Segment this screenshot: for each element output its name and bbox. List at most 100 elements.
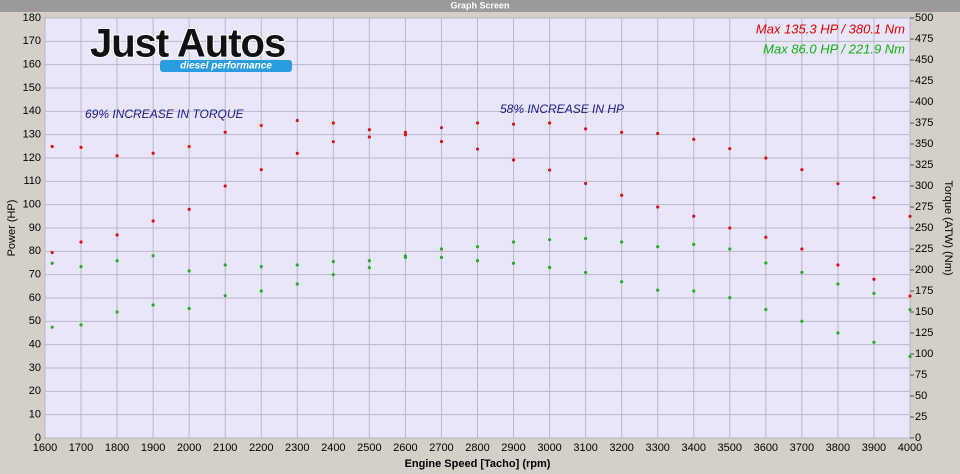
y2-tick-label: 225	[915, 243, 933, 255]
point	[836, 282, 840, 286]
y2-tick-label: 25	[915, 411, 927, 423]
point	[151, 151, 155, 155]
point	[908, 354, 912, 359]
point	[547, 121, 552, 125]
point	[331, 273, 335, 277]
point	[764, 307, 768, 312]
y-tick-label: 130	[23, 129, 41, 141]
point	[872, 291, 876, 295]
x-tick-label: 3900	[862, 442, 886, 454]
y-tick-label: 0	[35, 432, 41, 444]
point	[331, 121, 335, 125]
x-tick-label: 2700	[429, 442, 453, 454]
point	[547, 265, 552, 270]
point	[79, 145, 83, 149]
point	[295, 151, 299, 155]
point	[187, 269, 191, 273]
y-tick-label: 160	[23, 59, 41, 71]
point	[187, 306, 191, 311]
logo-title: Just Autos	[90, 22, 285, 66]
y-tick-label: 170	[23, 35, 41, 47]
point	[331, 140, 335, 144]
point	[403, 133, 408, 137]
y2-tick-label: 350	[915, 138, 933, 150]
point	[764, 261, 768, 265]
x-tick-label: 3100	[573, 442, 597, 454]
point	[50, 250, 54, 255]
point	[259, 289, 263, 293]
x-tick-label: 2300	[285, 442, 309, 454]
annotation: Max 86.0 HP / 221.9 Nm	[763, 41, 905, 56]
point	[511, 122, 516, 126]
point	[295, 263, 299, 267]
y2-tick-label: 500	[915, 12, 933, 24]
y2-tick-label: 100	[915, 348, 933, 360]
point	[259, 168, 263, 172]
title-bar	[0, 0, 960, 12]
x-tick-label: 2200	[249, 442, 273, 454]
point	[511, 261, 516, 265]
x-tick-label: 3000	[537, 442, 561, 454]
y2-tick-label: 250	[915, 222, 933, 234]
x-tick-label: 2900	[501, 442, 525, 454]
y-tick-label: 140	[23, 105, 41, 117]
y2-tick-label: 375	[915, 117, 933, 129]
point	[656, 131, 660, 136]
point	[908, 294, 912, 298]
x-tick-label: 4000	[898, 442, 922, 454]
point	[800, 247, 804, 251]
y2-tick-label: 450	[915, 54, 933, 66]
point	[367, 259, 371, 263]
x-tick-label: 3500	[718, 442, 742, 454]
point	[800, 168, 804, 172]
y-tick-label: 20	[29, 385, 41, 397]
x-tick-label: 3600	[754, 442, 778, 454]
y-tick-label: 180	[23, 12, 41, 24]
y2-tick-label: 475	[915, 33, 933, 45]
x-tick-label: 3200	[609, 442, 633, 454]
y2-tick-label: 300	[915, 180, 933, 192]
point	[475, 245, 480, 249]
point	[151, 219, 155, 223]
y2-tick-label: 400	[915, 96, 933, 108]
y-tick-label: 90	[29, 222, 41, 234]
x-tick-label: 3300	[645, 442, 669, 454]
point	[692, 242, 696, 246]
point	[367, 128, 371, 132]
point	[331, 260, 335, 264]
x-tick-label: 2100	[213, 442, 237, 454]
point	[403, 255, 408, 259]
y2-tick-label: 50	[915, 390, 927, 402]
y-tick-label: 150	[23, 82, 41, 94]
x-tick-label: 2500	[357, 442, 381, 454]
point	[439, 255, 444, 259]
point	[836, 263, 840, 267]
y2-tick-label: 275	[915, 201, 933, 213]
y-tick-label: 120	[23, 152, 41, 164]
y-axis-label: Power (HP)	[6, 200, 18, 257]
point	[728, 296, 732, 300]
point	[511, 158, 516, 162]
x-tick-label: 3800	[826, 442, 850, 454]
point	[547, 238, 552, 242]
annotation: 58% INCREASE IN HP	[500, 102, 624, 116]
point	[79, 265, 83, 269]
point	[511, 240, 516, 244]
y-tick-label: 60	[29, 292, 41, 304]
y2-tick-label: 75	[915, 369, 927, 381]
point	[475, 259, 480, 263]
y-tick-label: 50	[29, 315, 41, 327]
point	[584, 236, 588, 241]
point	[50, 325, 54, 329]
y-tick-label: 80	[29, 245, 41, 257]
point	[692, 137, 696, 141]
point	[223, 130, 227, 134]
point	[79, 323, 83, 327]
point	[836, 182, 840, 186]
logo-band	[160, 60, 292, 72]
point	[728, 247, 732, 251]
y-tick-label: 70	[29, 269, 41, 281]
point	[908, 214, 912, 218]
point	[728, 226, 732, 230]
point	[547, 168, 552, 172]
